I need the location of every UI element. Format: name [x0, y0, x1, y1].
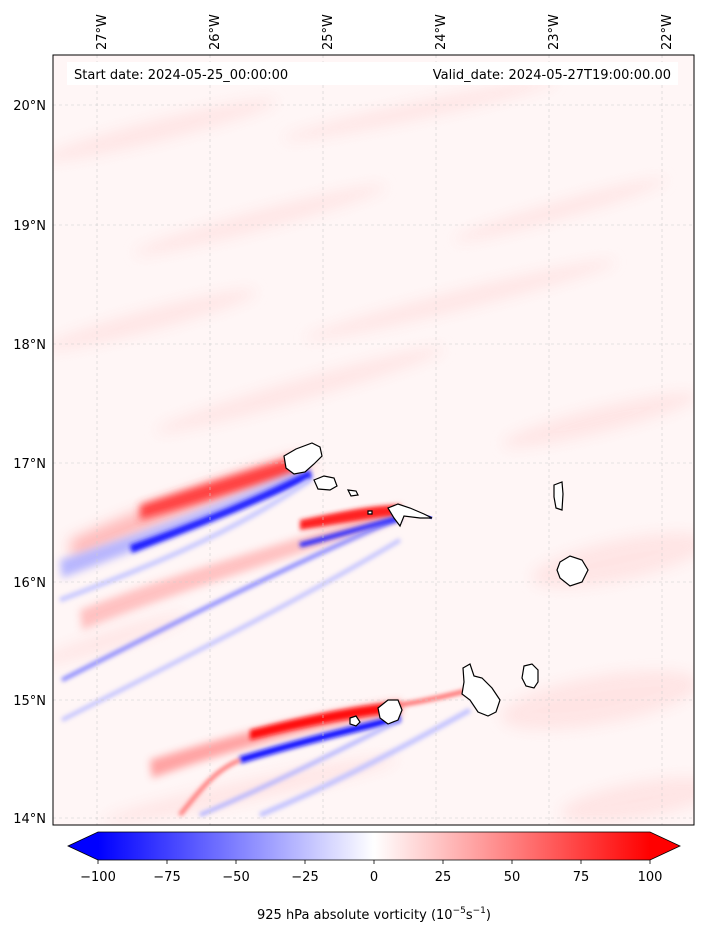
island-sal [553, 481, 564, 511]
colorbar-extend-high [650, 832, 680, 860]
colorbar-extend-low [68, 832, 98, 860]
start-date-label: Start date: 2024-05-25_00:00:00 [74, 68, 288, 83]
colorbar-tick-label: −25 [291, 870, 318, 885]
island-fogo [377, 699, 403, 725]
colorbar-tick-label: 50 [504, 870, 521, 885]
island-santo-antao [283, 442, 323, 475]
info-box [67, 62, 678, 85]
lat-label: 17°N [13, 457, 46, 472]
island-brava [349, 715, 361, 727]
lon-label: 27°W [95, 14, 110, 50]
island-maio [521, 663, 539, 689]
island-sao-vicente [313, 475, 338, 491]
colorbar-tick-label: 0 [370, 870, 378, 885]
lat-label: 15°N [13, 694, 46, 709]
lat-label: 14°N [13, 812, 46, 827]
gridlines [53, 55, 694, 825]
colorbar-ticks [97, 860, 651, 864]
lat-label: 19°N [13, 219, 46, 234]
map-frame [52, 54, 695, 826]
lon-label: 24°W [434, 14, 449, 50]
lat-label: 16°N [13, 576, 46, 591]
island-santiago [461, 663, 501, 717]
colorbar-tick-label: 75 [573, 870, 590, 885]
lat-label: 18°N [13, 338, 46, 353]
colorbar-title-main: 925 hPa absolute vorticity (10 [257, 908, 453, 923]
colorbar-tick-label: 100 [638, 870, 663, 885]
colorbar-title-exp2: −1 [473, 906, 486, 916]
lat-label: 20°N [13, 99, 46, 114]
colorbar: −100 −75 −50 −25 0 25 50 75 100 925 hPa … [67, 831, 681, 923]
colorbar-tick-label: −50 [222, 870, 249, 885]
colorbar-tick-label: −100 [80, 870, 116, 885]
southern-wake [150, 688, 493, 818]
background-streaks [53, 79, 694, 823]
lon-label: 22°W [660, 14, 675, 50]
map-panel: Start date: 2024-05-25_00:00:00 Valid_da… [52, 54, 695, 826]
lon-label: 23°W [547, 14, 562, 50]
island-santa-luzia [346, 489, 359, 497]
colorbar-tick-labels: −100 −75 −50 −25 0 25 50 75 100 [80, 870, 662, 885]
longitude-labels: 27°W 26°W 25°W 24°W 23°W 22°W [95, 14, 675, 50]
lon-label: 26°W [208, 14, 223, 50]
island-sao-nicolau [387, 503, 433, 528]
latitude-labels: 20°N 19°N 18°N 17°N 16°N 15°N 14°N [13, 99, 46, 827]
lon-label: 25°W [321, 14, 336, 50]
colorbar-title-end: ) [486, 908, 491, 923]
vorticity-field [53, 79, 694, 823]
colorbar-tick-label: 25 [435, 870, 452, 885]
island-boa-vista [556, 555, 589, 587]
colorbar-title-exp1: −5 [453, 906, 466, 916]
colorbar-title: 925 hPa absolute vorticity (10−5s−1) [257, 906, 491, 923]
colorbar-gradient [98, 832, 650, 860]
middle-wake [61, 505, 433, 722]
colorbar-title-mid: s [466, 908, 473, 923]
colorbar-tick-label: −75 [153, 870, 180, 885]
valid-date-label: Valid_date: 2024-05-27T19:00:00.00 [433, 68, 671, 83]
coastlines [283, 442, 589, 727]
northern-wake [59, 455, 315, 603]
island-raso [367, 510, 373, 515]
